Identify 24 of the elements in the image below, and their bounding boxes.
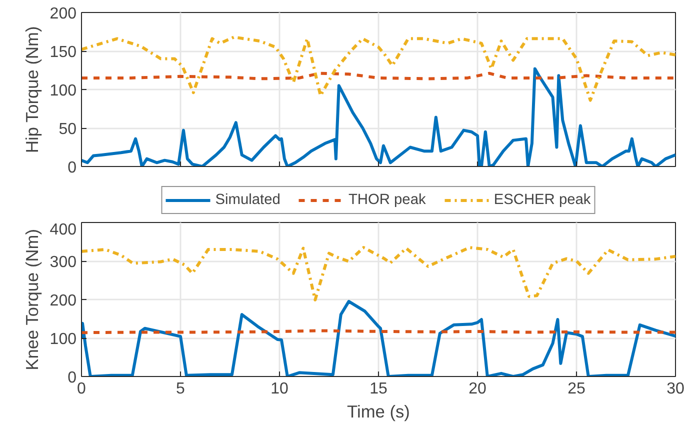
x-tick-label: 30 xyxy=(666,380,684,398)
x-tick-label: 25 xyxy=(568,380,586,398)
y-axis-title: Hip Torque (Nm) xyxy=(22,26,42,154)
y-tick-label: 200 xyxy=(50,292,77,310)
y-tick-label: 0 xyxy=(68,160,77,176)
x-axis-title: Time (s) xyxy=(347,402,410,422)
x-tick-label: 10 xyxy=(270,380,288,398)
y-tick-label: 50 xyxy=(58,121,77,138)
y-tick-label: 0 xyxy=(68,370,77,386)
y-tick-label: 200 xyxy=(50,6,77,22)
y-tick-label: 400 xyxy=(50,222,77,238)
line-series xyxy=(82,36,676,102)
y-tick-label: 300 xyxy=(50,254,77,271)
x-tick-label: 15 xyxy=(370,380,388,398)
x-tick-label: 20 xyxy=(468,380,486,398)
x-tick-label: 5 xyxy=(176,380,186,398)
legend-label: Simulated xyxy=(215,192,280,208)
line-series xyxy=(82,246,676,302)
legend-label: ESCHER peak xyxy=(494,192,591,208)
legend-label: THOR peak xyxy=(348,192,426,208)
y-tick-label: 150 xyxy=(50,44,77,61)
y-tick-label: 100 xyxy=(50,331,77,348)
y-tick-label: 100 xyxy=(50,82,77,100)
y-axis-title: Knee Torque (Nm) xyxy=(22,229,42,370)
